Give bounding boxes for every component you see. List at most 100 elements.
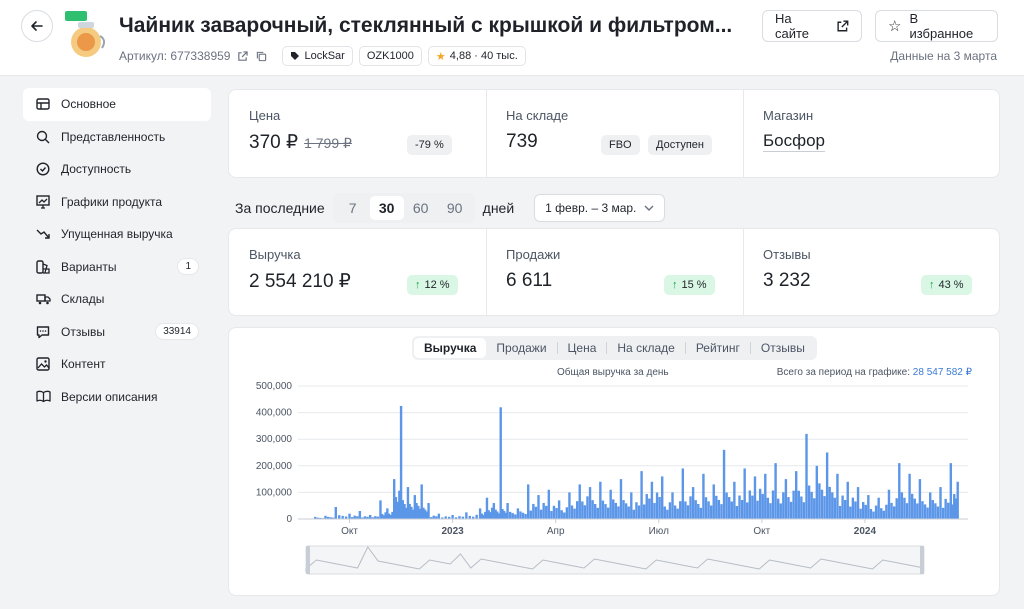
brand-chip[interactable]: LockSar — [282, 46, 353, 66]
chart-bar — [751, 495, 754, 519]
chart-bar — [694, 500, 697, 519]
star-outline-icon: ☆ — [888, 17, 902, 35]
sidebar-item-product-charts[interactable]: Графики продукта — [23, 186, 211, 219]
chart-bar — [627, 506, 630, 519]
tab-reviews[interactable]: Отзывы — [760, 341, 805, 355]
reviews-value: 3 232 — [763, 270, 811, 291]
tab-rating[interactable]: Рейтинг — [695, 341, 740, 355]
chart-bar — [704, 497, 708, 519]
arrow-left-icon — [31, 21, 43, 31]
rating-chip[interactable]: ★ 4,88 · 40 тыс. — [427, 46, 526, 66]
product-thumbnail[interactable] — [64, 10, 108, 60]
chart-bar — [408, 503, 411, 519]
chart-bar — [545, 505, 548, 519]
date-range-dropdown[interactable]: 1 февр. – 3 мар. — [534, 194, 666, 222]
chart-bar — [748, 490, 752, 519]
chart-bar — [396, 501, 399, 519]
code-chip[interactable]: OZK1000 — [358, 46, 422, 66]
sidebar-item-content[interactable]: Контент — [23, 348, 211, 381]
external-link-icon[interactable] — [236, 50, 249, 63]
tab-revenue[interactable]: Выручка — [414, 338, 487, 358]
chart-bar — [954, 498, 958, 519]
chart-bar — [867, 495, 870, 519]
period-option-7[interactable]: 7 — [348, 200, 357, 216]
chart-subtitle: Общая выручка за день — [557, 367, 669, 378]
chart-bar — [624, 503, 628, 519]
chart-bar — [764, 473, 767, 519]
trend-down-icon — [35, 226, 51, 242]
copy-icon[interactable] — [255, 50, 268, 63]
period-option-60[interactable]: 60 — [412, 200, 429, 216]
chart-bar — [319, 517, 322, 519]
chart-bar — [663, 506, 666, 519]
tab-stock[interactable]: На складе — [617, 341, 675, 355]
reviews-change-badge: ↑ 43 % — [921, 275, 972, 295]
period-selector: За последние 7 30 60 90 дней 1 февр. – 3… — [235, 193, 666, 223]
chart-bar — [591, 500, 594, 519]
range-navigator — [305, 545, 925, 575]
favorite-button[interactable]: ☆ В избранное — [875, 10, 998, 42]
sidebar-item-presence[interactable]: Представленность — [23, 121, 211, 154]
favorite-label: В избранное — [909, 11, 974, 41]
chart-bar — [728, 497, 731, 519]
chart-bar — [437, 513, 441, 519]
chart-bar — [316, 517, 319, 519]
chart-bar — [338, 515, 341, 519]
chart-bar — [612, 499, 615, 519]
period-option-90[interactable]: 90 — [446, 200, 463, 216]
navigator-handle-right — [920, 546, 924, 574]
period-option-30[interactable]: 30 — [369, 196, 404, 220]
sidebar-item-warehouses[interactable]: Склады — [23, 283, 211, 316]
chart-bar — [702, 473, 705, 519]
sidebar-item-lost-revenue[interactable]: Упущенная выручка — [23, 218, 211, 251]
chart-bar — [831, 492, 834, 519]
chart-bar — [461, 516, 465, 519]
chart-bar — [356, 516, 359, 519]
sidebar-item-label: Контент — [61, 357, 106, 372]
chart-bar — [820, 489, 824, 519]
chart-bar — [650, 481, 654, 519]
sidebar-item-reviews[interactable]: Отзывы 33914 — [23, 316, 211, 349]
y-tick-label: 200,000 — [256, 461, 293, 472]
back-button[interactable] — [21, 10, 53, 42]
chart-bar — [583, 505, 587, 519]
revenue-chart[interactable]: 0 100,000 200,000 300,000 400,000 500,000 Окт 2… — [240, 378, 980, 578]
y-tick-label: 300,000 — [256, 434, 293, 445]
header: Чайник заварочный, стеклянный с крышкой … — [0, 0, 1024, 76]
chart-bar — [441, 517, 444, 519]
chart-bar — [717, 499, 721, 519]
chart-bar — [586, 496, 589, 519]
navigator-line — [305, 546, 925, 572]
revenue-cell: Выручка 2 554 210 ₽ ↑ 12 % — [229, 229, 486, 315]
chart-bar — [776, 498, 780, 519]
chart-bar — [913, 498, 916, 519]
sidebar-item-main[interactable]: Основное — [23, 88, 211, 121]
discount-badge: -79 % — [407, 135, 452, 155]
chart-total-value: 28 547 582 ₽ — [912, 367, 972, 378]
chart-bar — [617, 506, 620, 519]
sidebar-item-label: Отзывы — [61, 324, 105, 339]
chart-bar — [923, 504, 927, 519]
chart-bar — [458, 516, 461, 519]
sidebar-item-variants[interactable]: Варианты 1 — [23, 251, 211, 284]
chart-bar — [720, 504, 723, 519]
tab-sales[interactable]: Продажи — [496, 341, 547, 355]
chart-bar — [521, 512, 525, 519]
chart-bar — [815, 465, 819, 519]
chart-bar — [756, 500, 759, 519]
chart-icon — [35, 194, 51, 210]
sidebar-item-description-versions[interactable]: Версии описания — [23, 381, 211, 414]
chart-bar — [570, 505, 574, 519]
chart-bar — [447, 516, 451, 519]
sidebar-item-availability[interactable]: Доступность — [23, 153, 211, 186]
chart-bar — [642, 504, 646, 519]
chart-bar — [862, 502, 865, 519]
chart-bar — [661, 476, 664, 519]
chart-tabs: Выручка Продажи Цена На складе Рейтинг О… — [412, 336, 817, 360]
chart-bar — [666, 509, 669, 519]
chart-bar — [425, 511, 429, 519]
chart-bar — [465, 512, 468, 519]
tab-price[interactable]: Цена — [567, 341, 597, 355]
open-site-button[interactable]: На сайте — [762, 10, 862, 42]
store-link[interactable]: Босфор — [763, 131, 826, 150]
